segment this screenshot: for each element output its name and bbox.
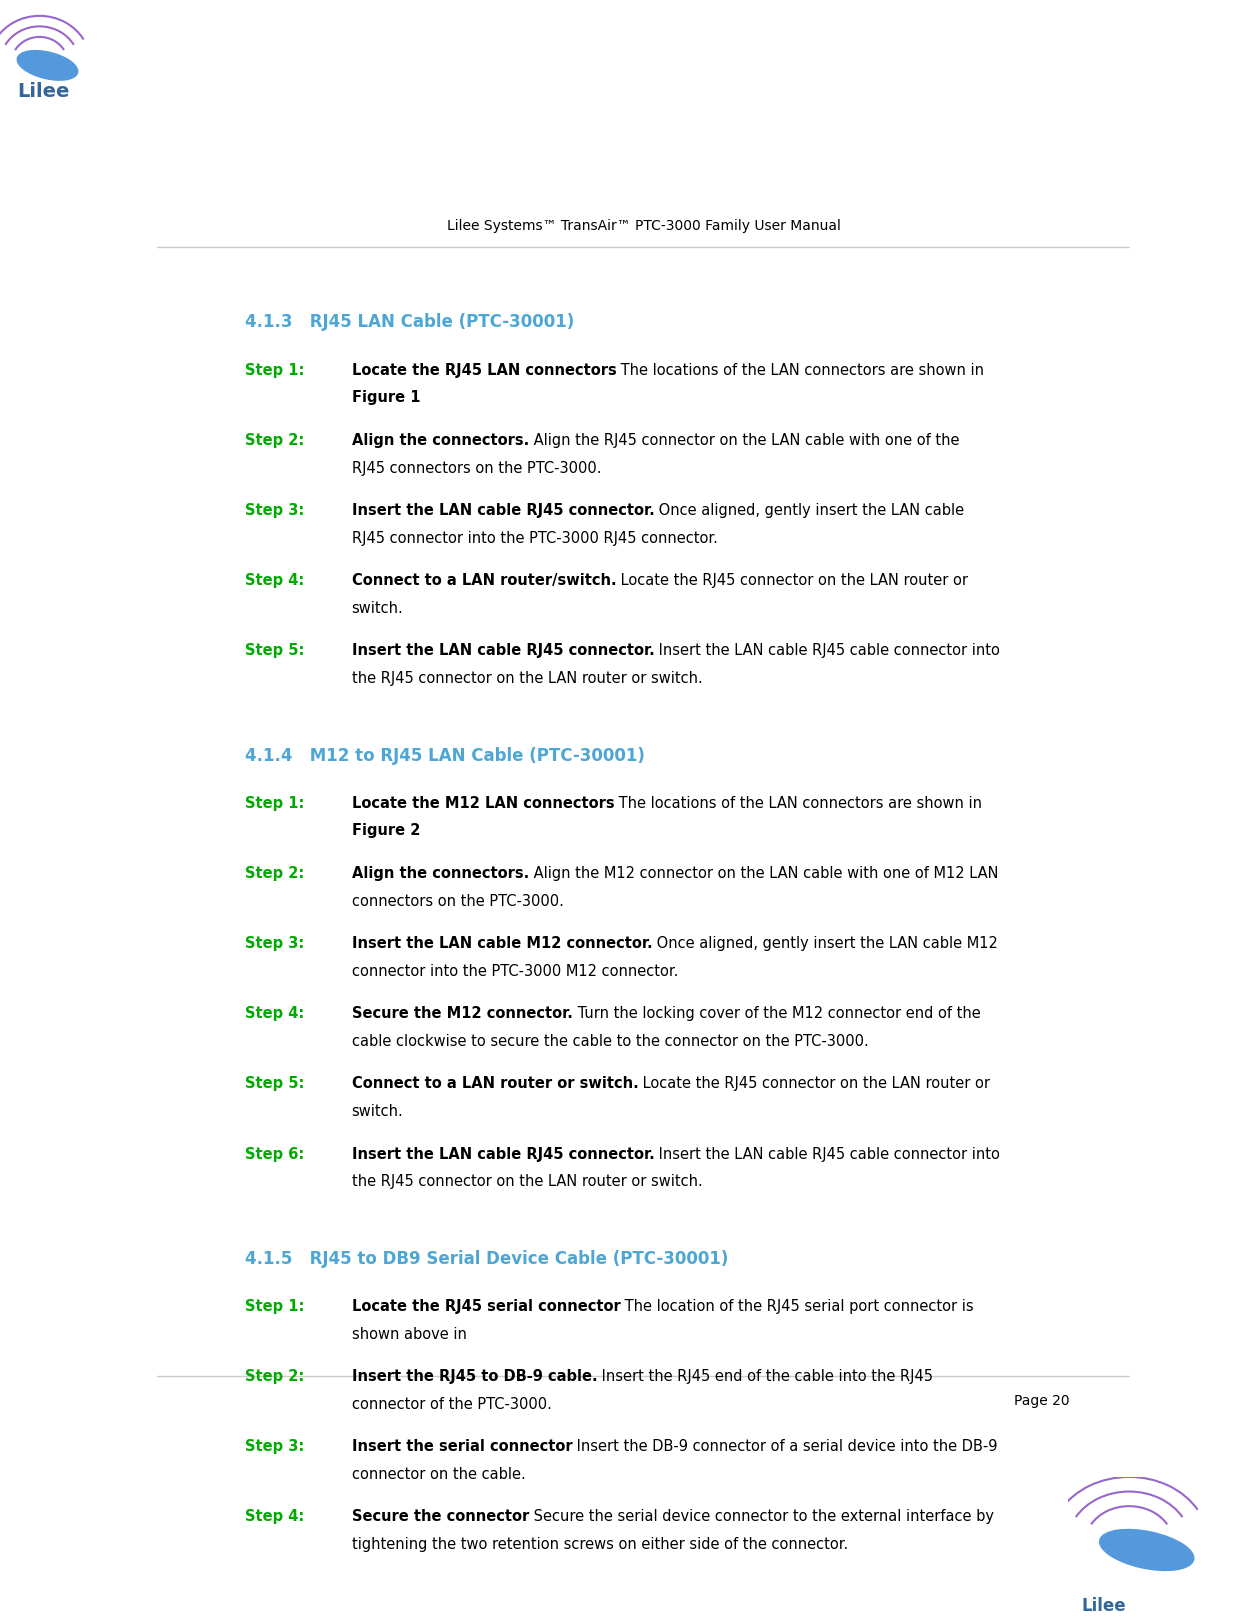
Text: Once aligned, gently insert the LAN cable: Once aligned, gently insert the LAN cabl… [654, 503, 965, 518]
Text: Align the connectors.: Align the connectors. [352, 433, 529, 448]
Text: The location of the RJ45 serial port connector is: The location of the RJ45 serial port con… [620, 1298, 975, 1315]
Text: Locate the RJ45 connector on the LAN router or: Locate the RJ45 connector on the LAN rou… [617, 573, 968, 588]
Text: Page 20: Page 20 [1014, 1394, 1069, 1407]
Text: Insert the RJ45 to DB-9 cable.: Insert the RJ45 to DB-9 cable. [352, 1370, 598, 1384]
Ellipse shape [18, 50, 78, 80]
Text: Align the M12 connector on the LAN cable with one of M12 LAN: Align the M12 connector on the LAN cable… [529, 867, 999, 881]
Text: Locate the RJ45 LAN connectors: Locate the RJ45 LAN connectors [352, 364, 617, 378]
Text: connector into the PTC-3000 M12 connector.: connector into the PTC-3000 M12 connecto… [352, 964, 678, 979]
Text: Insert the LAN cable RJ45 connector.: Insert the LAN cable RJ45 connector. [352, 1146, 654, 1162]
Text: Step 3:: Step 3: [245, 1440, 304, 1454]
Text: Insert the RJ45 end of the cable into the RJ45: Insert the RJ45 end of the cable into th… [598, 1370, 933, 1384]
Text: Step 4:: Step 4: [245, 573, 304, 588]
Text: Figure 1: Figure 1 [352, 391, 421, 406]
Text: Step 2:: Step 2: [245, 1370, 304, 1384]
Text: Locate the RJ45 serial connector: Locate the RJ45 serial connector [352, 1298, 620, 1315]
Text: Lilee: Lilee [18, 83, 69, 101]
Text: Insert the LAN cable RJ45 connector.: Insert the LAN cable RJ45 connector. [352, 503, 654, 518]
Text: shown above in: shown above in [352, 1326, 471, 1342]
Text: Step 3:: Step 3: [245, 936, 304, 951]
Text: switch.: switch. [352, 1104, 403, 1118]
Text: Locate the RJ45 connector on the LAN router or: Locate the RJ45 connector on the LAN rou… [638, 1076, 991, 1091]
Text: Insert the LAN cable M12 connector.: Insert the LAN cable M12 connector. [352, 936, 652, 951]
Text: Secure the serial device connector to the external interface by: Secure the serial device connector to th… [529, 1509, 993, 1524]
Text: Locate the M12 LAN connectors: Locate the M12 LAN connectors [352, 795, 614, 812]
Text: Connect to a LAN router or switch.: Connect to a LAN router or switch. [352, 1076, 638, 1091]
Text: 4.1.5   RJ45 to DB9 Serial Device Cable (PTC-30001): 4.1.5 RJ45 to DB9 Serial Device Cable (P… [245, 1250, 728, 1268]
Text: connectors on the PTC-3000.: connectors on the PTC-3000. [352, 894, 564, 909]
Text: Step 1:: Step 1: [245, 1298, 304, 1315]
Text: Step 1:: Step 1: [245, 364, 304, 378]
Text: Step 5:: Step 5: [245, 643, 304, 659]
Ellipse shape [1100, 1529, 1193, 1571]
Text: Secure the connector: Secure the connector [352, 1509, 529, 1524]
Text: Step 2:: Step 2: [245, 433, 304, 448]
Text: Figure 2: Figure 2 [352, 823, 420, 839]
Text: Align the connectors.: Align the connectors. [352, 867, 529, 881]
Text: Turn the locking cover of the M12 connector end of the: Turn the locking cover of the M12 connec… [573, 1006, 980, 1021]
Text: Insert the LAN cable RJ45 cable connector into: Insert the LAN cable RJ45 cable connecto… [654, 643, 1000, 659]
Text: 4.1.3   RJ45 LAN Cable (PTC-30001): 4.1.3 RJ45 LAN Cable (PTC-30001) [245, 313, 574, 331]
Text: the RJ45 connector on the LAN router or switch.: the RJ45 connector on the LAN router or … [352, 670, 702, 687]
Text: Insert the LAN cable RJ45 connector.: Insert the LAN cable RJ45 connector. [352, 643, 654, 659]
Text: Step 4:: Step 4: [245, 1006, 304, 1021]
Text: Once aligned, gently insert the LAN cable M12: Once aligned, gently insert the LAN cabl… [652, 936, 999, 951]
Text: cable clockwise to secure the cable to the connector on the PTC-3000.: cable clockwise to secure the cable to t… [352, 1034, 868, 1048]
Text: connector on the cable.: connector on the cable. [352, 1467, 525, 1482]
Text: connector of the PTC-3000.: connector of the PTC-3000. [352, 1397, 551, 1412]
Text: Step 5:: Step 5: [245, 1076, 304, 1091]
Text: Insert the LAN cable RJ45 cable connector into: Insert the LAN cable RJ45 cable connecto… [654, 1146, 1000, 1162]
Text: The locations of the LAN connectors are shown in: The locations of the LAN connectors are … [614, 795, 982, 812]
Text: 4.1.4   M12 to RJ45 LAN Cable (PTC-30001): 4.1.4 M12 to RJ45 LAN Cable (PTC-30001) [245, 747, 644, 764]
Text: Step 3:: Step 3: [245, 503, 304, 518]
Text: Step 6:: Step 6: [245, 1146, 304, 1162]
Text: switch.: switch. [352, 601, 403, 615]
Text: Lilee Systems™ TransAir™ PTC-3000 Family User Manual: Lilee Systems™ TransAir™ PTC-3000 Family… [447, 219, 840, 234]
Text: tightening the two retention screws on either side of the connector.: tightening the two retention screws on e… [352, 1537, 848, 1552]
Text: RJ45 connector into the PTC-3000 RJ45 connector.: RJ45 connector into the PTC-3000 RJ45 co… [352, 531, 717, 545]
Text: Insert the serial connector: Insert the serial connector [352, 1440, 573, 1454]
Text: Secure the M12 connector.: Secure the M12 connector. [352, 1006, 573, 1021]
Text: the RJ45 connector on the LAN router or switch.: the RJ45 connector on the LAN router or … [352, 1173, 702, 1190]
Text: Step 1:: Step 1: [245, 795, 304, 812]
Text: RJ45 connectors on the PTC-3000.: RJ45 connectors on the PTC-3000. [352, 461, 602, 476]
Text: Lilee: Lilee [1081, 1597, 1127, 1615]
Text: Insert the DB-9 connector of a serial device into the DB-9: Insert the DB-9 connector of a serial de… [573, 1440, 997, 1454]
Text: Connect to a LAN router/switch.: Connect to a LAN router/switch. [352, 573, 617, 588]
Text: The locations of the LAN connectors are shown in: The locations of the LAN connectors are … [617, 364, 985, 378]
Text: Align the RJ45 connector on the LAN cable with one of the: Align the RJ45 connector on the LAN cabl… [529, 433, 960, 448]
Text: Step 2:: Step 2: [245, 867, 304, 881]
Text: Step 4:: Step 4: [245, 1509, 304, 1524]
